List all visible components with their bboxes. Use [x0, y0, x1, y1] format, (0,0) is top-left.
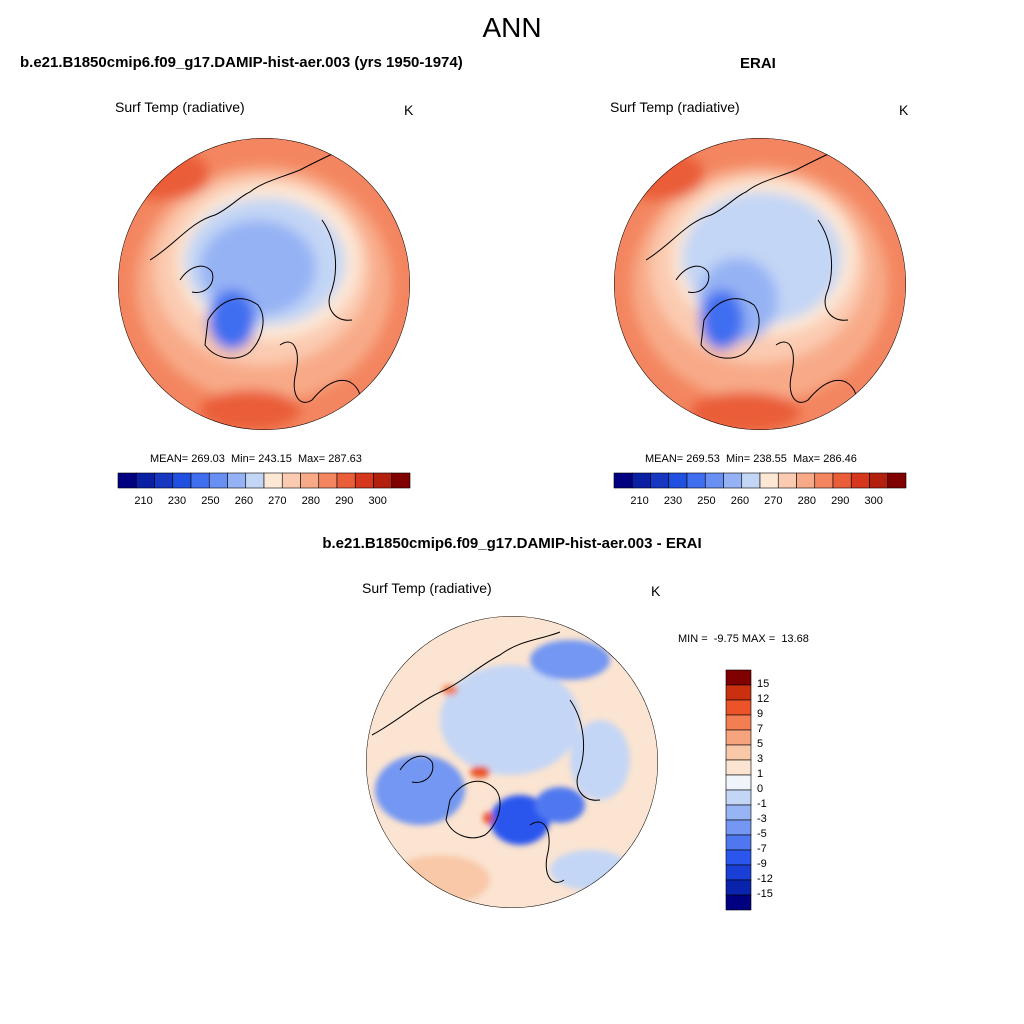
colorbar-tick-label: -3	[757, 813, 767, 825]
colorbar-tick-label: -9	[757, 858, 767, 870]
panel3-variable-label: Surf Temp (radiative)	[362, 580, 492, 596]
colorbar-swatch	[190, 472, 210, 489]
colorbar-tick-label: 230	[663, 495, 683, 507]
panel2-colorbar	[613, 472, 907, 489]
colorbar-tick-label: 3	[757, 753, 764, 765]
colorbar-swatch	[725, 819, 752, 836]
figure-title: ANN	[482, 12, 542, 43]
colorbar-swatch	[245, 472, 265, 489]
colorbar-swatch	[725, 849, 752, 866]
panel2-variable-label: Surf Temp (radiative)	[610, 99, 740, 115]
colorbar-tick-label: 9	[757, 708, 764, 720]
colorbar-tick-label: 290	[335, 495, 354, 507]
panel1-variable-label: Surf Temp (radiative)	[115, 99, 245, 115]
panel1-case-title: b.e21.B1850cmip6.f09_g17.DAMIP-hist-aer.…	[20, 54, 463, 71]
colorbar-swatch	[263, 472, 283, 489]
colorbar-tick-label: 15	[757, 678, 770, 690]
panel3-stats: MIN = -9.75 MAX = 13.68	[678, 633, 809, 645]
colorbar-swatch	[117, 472, 137, 489]
colorbar-tick-label: 300	[368, 495, 387, 507]
colorbar-tick-label: 12	[757, 693, 770, 705]
panel2-units: K	[899, 102, 909, 118]
colorbar-tick-label: -7	[757, 843, 767, 855]
colorbar-tick-label: 290	[831, 495, 850, 507]
colorbar-tick-label: 260	[730, 495, 750, 507]
colorbar-swatch	[613, 472, 633, 489]
panel3-case-title: b.e21.B1850cmip6.f09_g17.DAMIP-hist-aer.…	[322, 535, 702, 552]
colorbar-swatch	[725, 879, 752, 896]
colorbar-swatch	[725, 834, 752, 851]
colorbar-swatch	[154, 472, 174, 489]
colorbar-swatch	[777, 472, 797, 489]
colorbar-swatch	[869, 472, 889, 489]
colorbar-swatch	[650, 472, 670, 489]
colorbar-swatch	[796, 472, 816, 489]
colorbar-swatch	[725, 864, 752, 881]
colorbar-tick-label: -15	[757, 888, 773, 900]
panel2-case-title: ERAI	[740, 55, 776, 72]
panel3-units: K	[651, 583, 661, 599]
colorbar-tick-label: -1	[757, 798, 767, 810]
colorbar-swatch	[281, 472, 301, 489]
colorbar-swatch	[725, 759, 752, 776]
colorbar-swatch	[759, 472, 779, 489]
colorbar-swatch	[725, 669, 752, 686]
colorbar-tick-label: 210	[134, 495, 153, 507]
colorbar-swatch	[208, 472, 228, 489]
colorbar-swatch	[725, 774, 752, 791]
colorbar-tick-label: 300	[864, 495, 883, 507]
colorbar-swatch	[814, 472, 834, 489]
colorbar-tick-label: 210	[630, 495, 649, 507]
colorbar-swatch	[318, 472, 338, 489]
colorbar-tick-label: 270	[268, 495, 287, 507]
colorbar-tick-label: 7	[757, 723, 764, 735]
colorbar-tick-label: 270	[764, 495, 783, 507]
colorbar-swatch	[373, 472, 393, 489]
colorbar-tick-label: 0	[757, 783, 764, 795]
colorbar-tick-label: 230	[167, 495, 187, 507]
colorbar-swatch	[391, 472, 411, 489]
colorbar-swatch	[300, 472, 320, 489]
panel2-map	[614, 138, 906, 430]
panel2-stats: MEAN= 269.53 Min= 238.55 Max= 286.46	[645, 453, 857, 465]
colorbar-swatch	[850, 472, 870, 489]
colorbar-tick-label: 250	[201, 495, 220, 507]
colorbar-swatch	[887, 472, 907, 489]
colorbar-swatch	[832, 472, 852, 489]
colorbar-swatch	[725, 729, 752, 746]
colorbar-swatch	[172, 472, 192, 489]
colorbar-swatch	[725, 804, 752, 821]
colorbar-swatch	[725, 789, 752, 806]
colorbar-tick-label: 5	[757, 738, 764, 750]
colorbar-swatch	[227, 472, 247, 489]
colorbar-swatch	[725, 744, 752, 761]
colorbar-swatch	[686, 472, 706, 489]
panel1-stats: MEAN= 269.03 Min= 243.15 Max= 287.63	[150, 453, 362, 465]
colorbar-swatch	[725, 699, 752, 716]
colorbar-swatch	[741, 472, 761, 489]
colorbar-tick-label: 250	[697, 495, 716, 507]
colorbar-swatch	[725, 894, 752, 911]
panel1-map	[118, 138, 410, 430]
colorbar-swatch	[135, 472, 155, 489]
colorbar-swatch	[725, 714, 752, 731]
panel3-map	[366, 616, 658, 908]
colorbar-tick-label: 1	[757, 768, 764, 780]
colorbar-swatch	[336, 472, 356, 489]
panel1-colorbar	[117, 472, 411, 489]
colorbar-swatch	[354, 472, 374, 489]
colorbar-swatch	[631, 472, 651, 489]
panel3-colorbar	[725, 669, 752, 911]
panel1-units: K	[404, 102, 414, 118]
colorbar-tick-label: -12	[757, 873, 773, 885]
colorbar-tick-label: 280	[797, 495, 816, 507]
colorbar-swatch	[704, 472, 724, 489]
colorbar-tick-label: -5	[757, 828, 767, 840]
colorbar-swatch	[723, 472, 743, 489]
colorbar-swatch	[725, 684, 752, 701]
colorbar-tick-label: 260	[234, 495, 254, 507]
colorbar-swatch	[668, 472, 688, 489]
colorbar-tick-label: 280	[301, 495, 320, 507]
